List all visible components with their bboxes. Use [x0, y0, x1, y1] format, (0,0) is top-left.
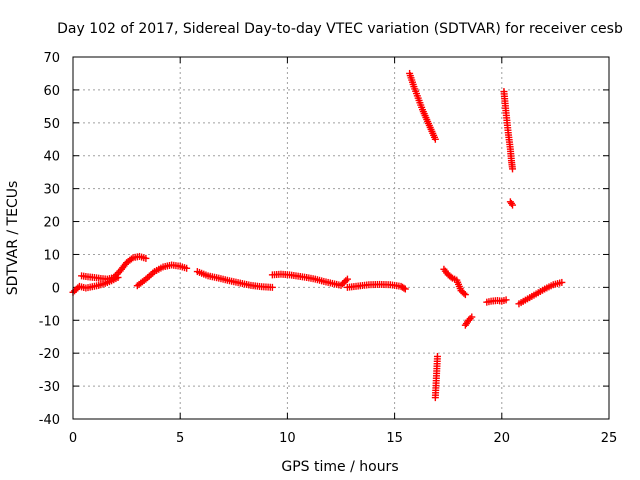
y-tick-label: -30: [39, 380, 60, 395]
data-point: [509, 201, 517, 209]
x-tick-label: 25: [601, 431, 618, 446]
x-tick-label: 0: [69, 431, 77, 446]
x-tick-label: 5: [176, 431, 184, 446]
y-tick-label: -10: [39, 314, 60, 329]
data-point: [509, 165, 517, 173]
x-tick-label: 20: [494, 431, 511, 446]
data-point: [342, 277, 350, 285]
data-point: [431, 135, 439, 143]
y-tick-label: 20: [43, 216, 60, 231]
data-point: [268, 283, 276, 291]
data-point: [337, 281, 345, 289]
data-point: [447, 273, 455, 281]
data-point: [74, 284, 82, 292]
data-point: [400, 284, 408, 292]
data-point: [340, 278, 348, 286]
data-point: [343, 275, 351, 283]
data-point: [183, 264, 191, 272]
data-point: [460, 289, 468, 297]
y-tick-label: 50: [43, 117, 60, 132]
grid: [73, 57, 609, 419]
y-tick-label: 30: [43, 183, 60, 198]
plot-frame: [72, 56, 610, 420]
x-tick-label: 10: [279, 431, 296, 446]
y-tick-label: 0: [52, 281, 60, 296]
y-axis-label: SDTVAR / TECUs: [5, 181, 21, 296]
y-tick-label: 40: [43, 150, 60, 165]
data-point: [468, 313, 476, 321]
data-point: [127, 255, 135, 263]
y-tick-label: -20: [39, 347, 60, 362]
x-axis-label: GPS time / hours: [281, 459, 398, 475]
chart-title: Day 102 of 2017, Sidereal Day-to-day VTE…: [57, 21, 623, 37]
data-point: [433, 352, 441, 360]
y-tick-label: -40: [39, 413, 60, 428]
y-tick-label: 70: [43, 51, 60, 66]
data-point: [339, 280, 347, 288]
data-points: [69, 69, 566, 402]
x-tick-label: 15: [386, 431, 403, 446]
data-point: [507, 199, 515, 207]
data-point: [142, 254, 150, 262]
data-point: [502, 296, 510, 304]
y-tick-label: 60: [43, 84, 60, 99]
y-tick-label: 10: [43, 248, 60, 263]
data-point: [113, 270, 121, 278]
data-point: [401, 285, 409, 293]
data-point: [461, 291, 469, 299]
data-point: [558, 278, 566, 286]
axis-ticks: 0 5 10 15 20 25 -40 -30 -20 -10 0 10 20 30 40 50 60 70: [39, 51, 618, 446]
